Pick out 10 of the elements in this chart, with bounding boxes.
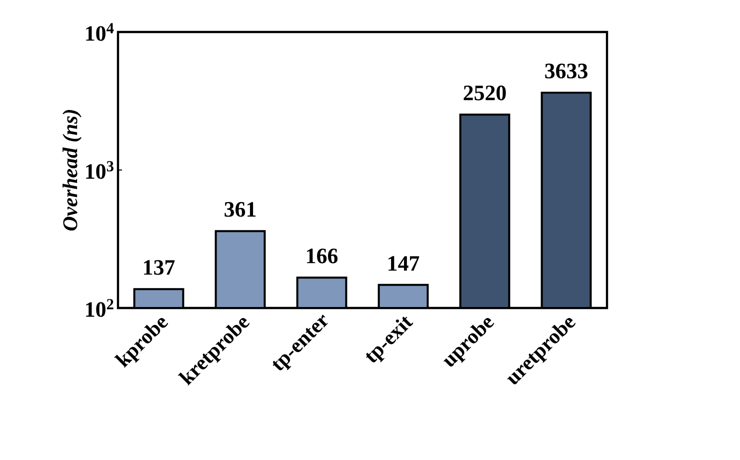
data-label: 137 (144, 260, 175, 275)
data-label: 166 (307, 248, 338, 264)
data-label: 3633 (545, 64, 588, 78)
data-label: 147 (388, 256, 420, 271)
y-tick-label: 10$^{2}$ (86, 299, 114, 317)
y-tick-label: 10$^{3}$ (86, 161, 114, 179)
y-axis-title: Overhead (ns) (62, 110, 82, 231)
data-label: 361 (224, 202, 256, 217)
data-label: 2520 (464, 86, 506, 100)
y-tick-label: 10$^{4}$ (86, 23, 114, 41)
